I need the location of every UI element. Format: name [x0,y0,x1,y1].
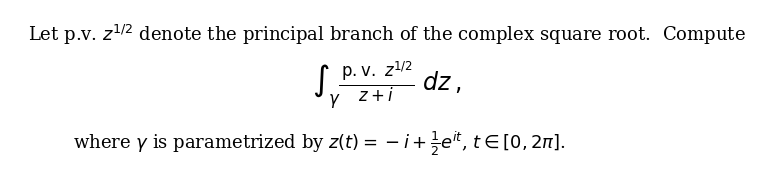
Text: Let p.v. $z^{1/2}$ denote the principal branch of the complex square root.  Comp: Let p.v. $z^{1/2}$ denote the principal … [28,23,746,47]
Text: $\int_{\gamma} \frac{\,\mathrm{p.v.}\ z^{1/2}}{z+i}\ dz\,,$: $\int_{\gamma} \frac{\,\mathrm{p.v.}\ z^… [313,60,461,112]
Text: where $\gamma$ is parametrized by $z(t) = -i + \frac{1}{2}e^{it}$, $t \in [0, 2\: where $\gamma$ is parametrized by $z(t) … [73,129,566,158]
